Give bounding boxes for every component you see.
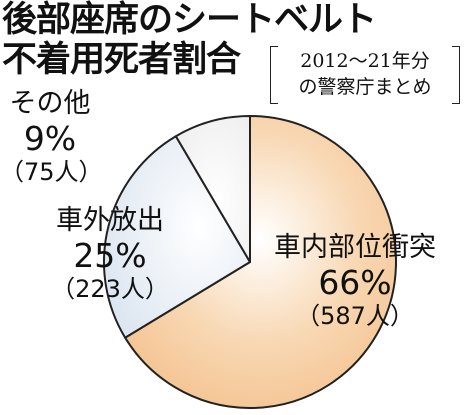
slice-count-other: （75人）	[0, 158, 103, 186]
pie-slice-ejected	[102, 135, 251, 339]
slice-percent-other: 9%	[23, 119, 77, 158]
chart-title-line-2: 不着用死者割合	[2, 40, 241, 80]
pie-slice-other	[174, 115, 251, 263]
slice-label-ejected: 車外放出 25% （223人）	[25, 205, 195, 303]
slice-label-other: その他 9% （75人）	[0, 88, 103, 186]
slice-count-ejected: （223人）	[51, 275, 169, 303]
slice-label-inside: 車内部位衝突 66% （587人）	[245, 232, 465, 330]
source-note-line-1: 2012～21年分	[300, 50, 430, 72]
source-note-line-2: の警察庁まとめ	[298, 76, 432, 98]
slice-count-inside: （587人）	[296, 302, 414, 330]
chart-title-line-1: 後部座席のシートベルト	[2, 0, 377, 40]
slice-name-inside: 車内部位衝突	[274, 232, 436, 263]
pie-slice-inside	[124, 115, 397, 409]
slice-name-other: その他	[9, 88, 91, 119]
source-note: 2012～21年分 の警察庁まとめ	[270, 44, 460, 106]
slice-name-ejected: 車外放出	[56, 205, 164, 236]
slice-percent-inside: 66%	[318, 263, 392, 302]
slice-percent-ejected: 25%	[73, 236, 147, 275]
